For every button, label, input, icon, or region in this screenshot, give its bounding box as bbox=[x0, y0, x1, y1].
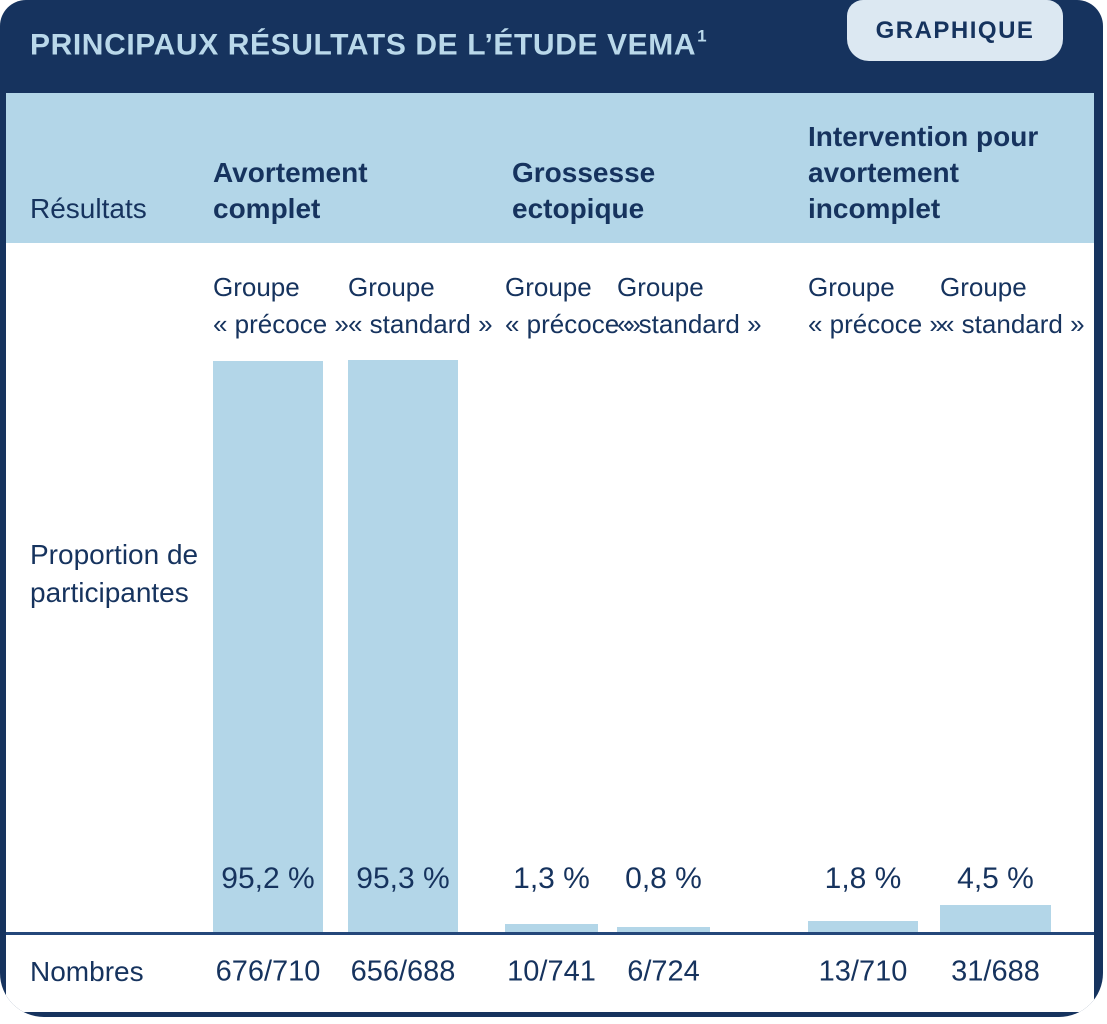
bar-intervention-precoce bbox=[808, 921, 918, 932]
count-ectopique-standard: 6/724 bbox=[627, 955, 700, 988]
results-row-label: Résultats bbox=[30, 193, 147, 224]
group-header-avortement-complet: Avortement complet bbox=[213, 157, 368, 224]
group-header-grossesse-ectopique: Grossesse ectopique bbox=[512, 157, 656, 224]
value-label-ectopique-standard: 0,8 % bbox=[625, 862, 702, 895]
numbers-row: Nombres 676/710 656/688 10/741 6/724 13/… bbox=[6, 935, 1094, 1012]
column-header-avortement-precoce: Groupe « précoce » bbox=[213, 272, 349, 339]
bar-avortement-precoce bbox=[213, 360, 323, 932]
column-header-avortement-standard: Groupe « standard » bbox=[348, 272, 493, 339]
column-header-intervention-precoce: Groupe « précoce » bbox=[808, 272, 944, 339]
y-axis-label: Proportion de participantes bbox=[30, 539, 199, 608]
value-label-intervention-standard: 4,5 % bbox=[957, 862, 1034, 895]
chart-area: Proportion de participantes Groupe « pré… bbox=[6, 243, 1094, 932]
baseline-divider bbox=[6, 932, 1094, 935]
value-label-ectopique-precoce: 1,3 % bbox=[513, 862, 590, 895]
page-title: PRINCIPAUX RÉSULTATS DE L’ÉTUDE VEMA1 bbox=[30, 27, 707, 63]
column-header-ectopique-precoce: Groupe « précoce » bbox=[505, 272, 641, 339]
bar-intervention-standard bbox=[940, 905, 1051, 932]
value-label-avortement-standard: 95,3 % bbox=[356, 862, 450, 895]
column-headers-band: Résultats Avortement complet Grossesse e… bbox=[6, 93, 1094, 243]
footnote-marker: 1 bbox=[697, 26, 708, 46]
page-title-text: PRINCIPAUX RÉSULTATS DE L’ÉTUDE VEMA bbox=[30, 28, 697, 62]
count-avortement-precoce: 676/710 bbox=[215, 955, 321, 988]
column-header-intervention-standard: Groupe « standard » bbox=[940, 272, 1085, 339]
value-label-avortement-precoce: 95,2 % bbox=[221, 862, 315, 895]
value-label-intervention-precoce: 1,8 % bbox=[824, 862, 902, 895]
bar-avortement-standard bbox=[348, 360, 458, 932]
bar-ectopique-standard bbox=[617, 927, 710, 932]
column-header-ectopique-standard: Groupe « standard » bbox=[617, 272, 762, 339]
count-avortement-standard: 656/688 bbox=[350, 955, 456, 988]
count-ectopique-precoce: 10/741 bbox=[507, 955, 596, 988]
numbers-row-label: Nombres bbox=[30, 955, 144, 987]
graphique-badge: GRAPHIQUE bbox=[847, 0, 1063, 61]
bar-ectopique-precoce bbox=[505, 924, 598, 932]
count-intervention-precoce: 13/710 bbox=[818, 955, 908, 988]
group-header-intervention-incomplet: Intervention pour avortement incomplet bbox=[808, 121, 1039, 224]
header-bar: PRINCIPAUX RÉSULTATS DE L’ÉTUDE VEMA1 GR… bbox=[0, 0, 1103, 93]
count-intervention-standard: 31/688 bbox=[951, 955, 1040, 988]
